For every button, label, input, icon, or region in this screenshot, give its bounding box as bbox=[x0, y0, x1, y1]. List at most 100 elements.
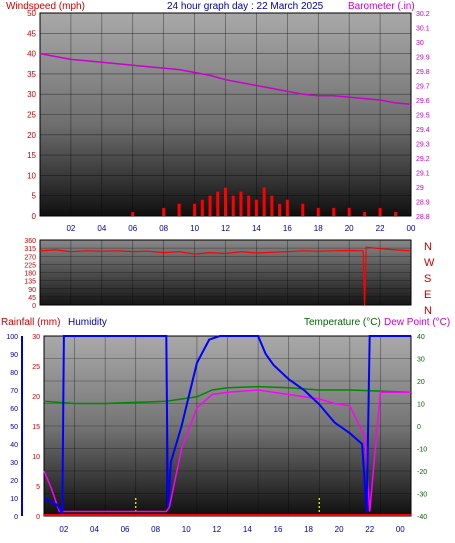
temperature-tick-label: 40 bbox=[417, 334, 425, 341]
humidity-tick-label: 30 bbox=[32, 334, 40, 341]
windspeed-bar bbox=[131, 211, 135, 216]
barometer-axis-title: Barometer (.in) bbox=[348, 1, 415, 12]
windspeed-tick-label: 50 bbox=[27, 9, 36, 18]
windspeed-bar bbox=[224, 187, 227, 216]
windspeed-bar bbox=[177, 203, 181, 216]
x-tick-label: 20 bbox=[345, 224, 354, 233]
windspeed-bar bbox=[247, 195, 251, 216]
rainfall-percent-tick-label: 60 bbox=[10, 406, 18, 413]
rain-markers bbox=[135, 498, 320, 516]
x-tick-label: 06 bbox=[121, 525, 130, 534]
temperature-tick-label: 20 bbox=[417, 379, 425, 386]
humidity-tick-label: 5 bbox=[36, 484, 40, 491]
windspeed-tick-label: 35 bbox=[27, 70, 36, 79]
humidity-axis-title: Humidity bbox=[68, 317, 107, 328]
temperature-tick-label: -40 bbox=[417, 514, 427, 521]
windspeed-bar bbox=[254, 199, 258, 216]
windspeed-tick-label: 25 bbox=[27, 111, 36, 120]
temperature-series-line bbox=[43, 385, 412, 405]
barometer-tick-label: 29 bbox=[416, 185, 424, 192]
barometer-tick-label: 29.8 bbox=[416, 69, 430, 76]
windspeed-bar bbox=[193, 203, 197, 216]
barometer-tick-label: 29.6 bbox=[416, 98, 430, 105]
wind-direction-series-line bbox=[39, 246, 412, 306]
windspeed-bar bbox=[208, 195, 212, 216]
humidity-tick-labels: 0 5 10 15 20 25 30 bbox=[32, 334, 40, 521]
wind-direction-tick-label: 360 bbox=[24, 238, 36, 245]
windspeed-tick-label: 30 bbox=[27, 90, 36, 99]
windspeed-tick-label: 5 bbox=[32, 192, 37, 201]
x-tick-label: 08 bbox=[151, 525, 160, 534]
rainfall-percent-tick-labels: 0 10 20 30 40 50 60 70 80 90 100 bbox=[6, 334, 23, 521]
windspeed-tick-label: 10 bbox=[27, 171, 36, 180]
temperature-tick-label: 10 bbox=[417, 402, 425, 409]
barometer-tick-label: 30 bbox=[416, 40, 424, 47]
barometer-tick-label: 29.3 bbox=[416, 142, 430, 149]
rain-humidity-temperature-x-tick-labels: 02 04 06 08 10 12 14 16 18 20 22 00 bbox=[59, 525, 405, 534]
windspeed-axis-title: Windspeed (mph) bbox=[6, 1, 85, 12]
barometer-tick-label: 29.4 bbox=[416, 127, 430, 134]
x-tick-label: 00 bbox=[396, 525, 405, 534]
wind-direction-tick-label: 0 bbox=[32, 303, 36, 310]
windspeed-bar bbox=[378, 207, 382, 216]
x-tick-label: 02 bbox=[66, 224, 75, 233]
x-tick-label: 18 bbox=[314, 224, 323, 233]
wind-direction-tick-label: 45 bbox=[28, 295, 36, 302]
wind-direction-tick-label: 225 bbox=[24, 262, 36, 269]
x-tick-label: 04 bbox=[90, 525, 99, 534]
x-tick-label: 20 bbox=[335, 525, 344, 534]
x-tick-label: 12 bbox=[212, 525, 221, 534]
dewpoint-axis-title: Dew Point (°C) bbox=[384, 317, 450, 328]
windspeed-tick-label: 15 bbox=[27, 151, 36, 160]
x-tick-label: 04 bbox=[97, 224, 106, 233]
temperature-tick-labels: -40 -30 -20 -10 0 10 20 30 40 bbox=[417, 334, 427, 521]
windspeed-bar bbox=[363, 211, 367, 216]
x-tick-label: 10 bbox=[182, 525, 191, 534]
windspeed-tick-label: 20 bbox=[27, 131, 36, 140]
x-tick-label: 00 bbox=[407, 224, 416, 233]
windspeed-bar bbox=[285, 199, 289, 216]
wind-direction-tick-label: 135 bbox=[24, 279, 36, 286]
windspeed-bar bbox=[231, 195, 235, 216]
barometer-series-line bbox=[39, 52, 412, 106]
humidity-tick-label: 20 bbox=[32, 394, 40, 401]
windspeed-bar bbox=[278, 203, 282, 216]
x-tick-label: 14 bbox=[252, 224, 261, 233]
wind-direction-tick-label: 180 bbox=[24, 271, 36, 278]
x-tick-label: 10 bbox=[190, 224, 199, 233]
x-tick-label: 22 bbox=[365, 525, 374, 534]
barometer-tick-label: 29.2 bbox=[416, 156, 430, 163]
x-tick-label: 18 bbox=[304, 525, 313, 534]
windspeed-tick-labels: 0 5 10 15 20 25 30 35 40 45 50 bbox=[27, 9, 36, 221]
compass-label: E bbox=[424, 289, 431, 301]
barometer-tick-label: 28.8 bbox=[416, 214, 430, 221]
humidity-tick-label: 25 bbox=[32, 364, 40, 371]
x-tick-label: 02 bbox=[59, 525, 68, 534]
chart-title: 24 hour graph day : 22 March 2025 bbox=[167, 1, 324, 12]
compass-label: N bbox=[424, 305, 432, 317]
wind-barometer-x-tick-labels: 02 04 06 08 10 12 14 16 18 20 22 00 bbox=[66, 224, 416, 233]
windspeed-bar bbox=[200, 199, 204, 216]
x-tick-label: 06 bbox=[128, 224, 137, 233]
x-tick-label: 22 bbox=[376, 224, 385, 233]
temperature-tick-label: 30 bbox=[417, 357, 425, 364]
rainfall-percent-tick-label: 20 bbox=[10, 478, 18, 485]
temperature-tick-label: -10 bbox=[417, 447, 427, 454]
temperature-axis-title: Temperature (°C) bbox=[304, 317, 381, 328]
windspeed-bar bbox=[332, 207, 336, 216]
barometer-tick-labels: 28.8 28.9 29 29.1 29.2 29.3 29.4 29.5 29.6 29.7 29… bbox=[416, 11, 430, 221]
temperature-tick-label: -20 bbox=[417, 469, 427, 476]
barometer-tick-label: 29.5 bbox=[416, 113, 430, 120]
windspeed-bar bbox=[162, 207, 166, 216]
barometer-tick-label: 30.2 bbox=[416, 11, 430, 18]
rainfall-percent-tick-label: 90 bbox=[10, 352, 18, 359]
rainfall-percent-tick-label: 50 bbox=[10, 424, 18, 431]
temperature-tick-label: -30 bbox=[417, 492, 427, 499]
humidity-tick-label: 10 bbox=[32, 454, 40, 461]
windspeed-series bbox=[131, 187, 398, 216]
wind-direction-tick-label: 90 bbox=[28, 287, 36, 294]
humidity-tick-label: 0 bbox=[36, 514, 40, 521]
windspeed-bar bbox=[394, 211, 398, 216]
rainfall-percent-tick-label: 80 bbox=[10, 370, 18, 377]
